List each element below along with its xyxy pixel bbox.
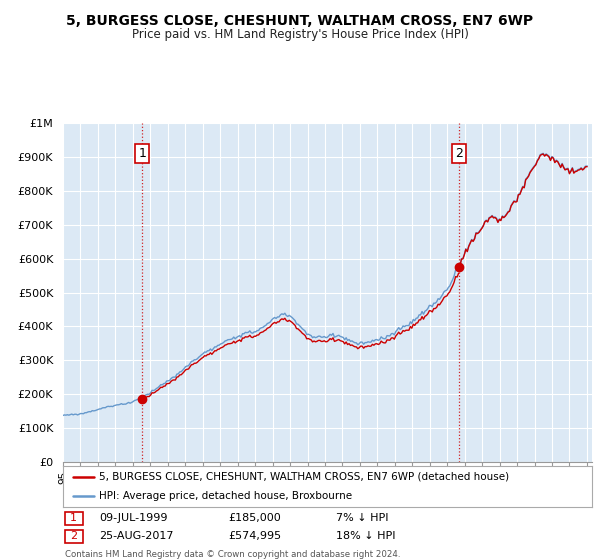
- Text: HPI: Average price, detached house, Broxbourne: HPI: Average price, detached house, Brox…: [99, 491, 352, 501]
- Text: £185,000: £185,000: [228, 514, 281, 524]
- Text: 5, BURGESS CLOSE, CHESHUNT, WALTHAM CROSS, EN7 6WP: 5, BURGESS CLOSE, CHESHUNT, WALTHAM CROS…: [67, 14, 533, 28]
- Text: 7% ↓ HPI: 7% ↓ HPI: [336, 514, 389, 524]
- Text: 18% ↓ HPI: 18% ↓ HPI: [336, 531, 395, 542]
- Text: 1: 1: [70, 514, 77, 524]
- Text: Price paid vs. HM Land Registry's House Price Index (HPI): Price paid vs. HM Land Registry's House …: [131, 28, 469, 41]
- Text: 2: 2: [455, 147, 463, 160]
- Text: 1: 1: [138, 147, 146, 160]
- Text: Contains HM Land Registry data © Crown copyright and database right 2024.
This d: Contains HM Land Registry data © Crown c…: [65, 550, 400, 560]
- Text: 2: 2: [70, 531, 77, 542]
- Text: 09-JUL-1999: 09-JUL-1999: [99, 514, 167, 524]
- Text: 5, BURGESS CLOSE, CHESHUNT, WALTHAM CROSS, EN7 6WP (detached house): 5, BURGESS CLOSE, CHESHUNT, WALTHAM CROS…: [99, 472, 509, 482]
- Text: 25-AUG-2017: 25-AUG-2017: [99, 531, 173, 542]
- Text: £574,995: £574,995: [228, 531, 281, 542]
